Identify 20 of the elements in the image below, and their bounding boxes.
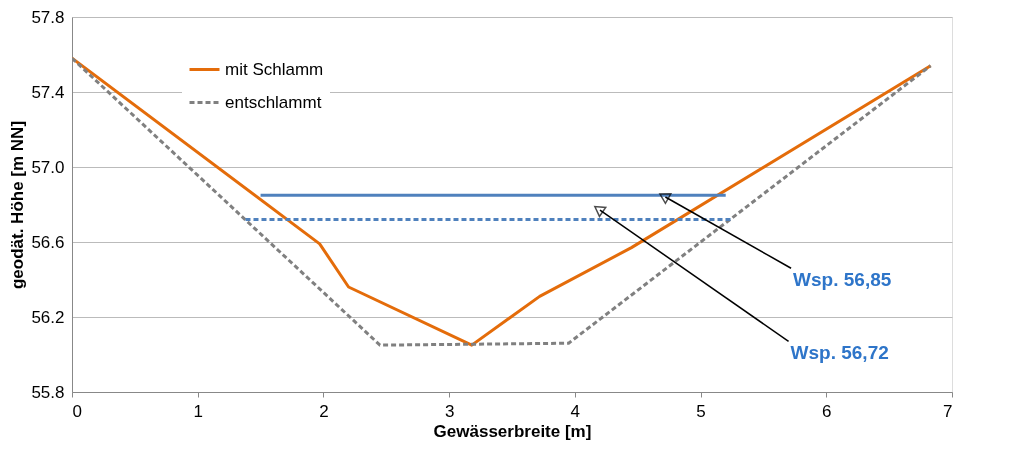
x-tick-label: 6 [822, 401, 832, 421]
x-tick-label: 0 [72, 401, 82, 421]
y-axis-title: geodät. Höhe [m NN] [8, 120, 28, 290]
legend-label: entschlammt [225, 92, 322, 112]
y-tick-label: 57.0 [31, 157, 65, 177]
y-tick-label: 56.2 [31, 307, 65, 327]
x-tick-label: 5 [696, 401, 706, 421]
x-tick-label: 3 [444, 401, 455, 421]
x-tick-label: 7 [943, 401, 953, 421]
x-tick-label: 4 [570, 401, 581, 421]
y-tick-label: 56.6 [31, 232, 65, 252]
legend-label: mit Schlamm [225, 59, 324, 79]
annotation: Wsp. 56,72 [790, 342, 889, 364]
y-tick-label: 55.8 [31, 382, 65, 402]
x-tick-label: 1 [193, 401, 203, 421]
x-tick-label: 2 [319, 401, 329, 421]
y-tick-label: 57.8 [31, 7, 65, 27]
y-tick-label: 57.4 [31, 82, 65, 102]
x-axis-title: Gewässerbreite [m] [433, 421, 592, 441]
annotation: Wsp. 56,85 [793, 269, 892, 291]
